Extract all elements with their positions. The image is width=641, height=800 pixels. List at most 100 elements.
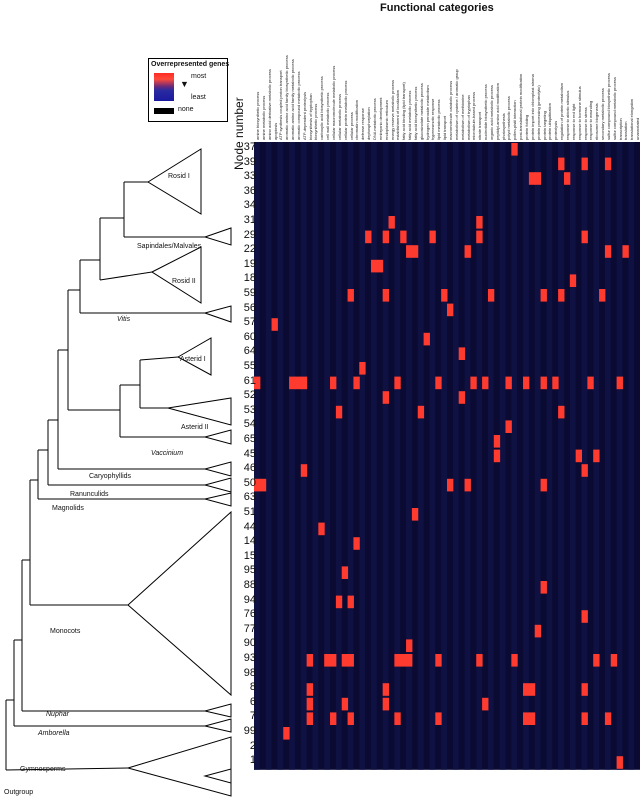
heatmap-cell bbox=[318, 522, 325, 536]
clade-label: Nuphar bbox=[46, 711, 69, 718]
node-label: 2 bbox=[249, 739, 256, 752]
chart-title: Functional categories bbox=[380, 2, 494, 14]
tree-triangle-caryophyllids bbox=[203, 461, 232, 477]
node-label: 50 bbox=[243, 476, 256, 489]
heatmap-column-band bbox=[289, 142, 295, 770]
heatmap-cell bbox=[604, 245, 612, 258]
heatmap-cell bbox=[575, 449, 583, 463]
heatmap-cell bbox=[382, 697, 390, 711]
node-label: 76 bbox=[243, 608, 256, 621]
heatmap-column-band bbox=[370, 142, 377, 770]
node-label: 63 bbox=[243, 491, 256, 504]
tree-branch bbox=[47, 419, 205, 486]
heatmap-cell bbox=[435, 376, 442, 390]
heatmap-column-band bbox=[476, 142, 483, 770]
heatmap-cell bbox=[382, 289, 390, 302]
legend-none-label: none bbox=[178, 106, 194, 113]
tree-branch bbox=[67, 289, 120, 411]
heatmap-cell bbox=[376, 259, 384, 273]
heatmap-cell bbox=[528, 683, 536, 696]
tree-triangle-asterid1 bbox=[176, 337, 212, 376]
heatmap-cell bbox=[406, 654, 413, 667]
heatmap-cell bbox=[458, 391, 466, 404]
heatmap-cell bbox=[388, 216, 395, 229]
heatmap-cell bbox=[610, 654, 618, 667]
heatmap-cell bbox=[365, 230, 372, 244]
legend-least-label: least bbox=[191, 94, 206, 101]
heatmap-cell bbox=[505, 420, 512, 433]
heatmap-cell bbox=[341, 566, 349, 579]
heatmap-column-band bbox=[394, 142, 401, 770]
heatmap-column-band bbox=[464, 142, 471, 770]
heatmap-cell bbox=[534, 172, 542, 185]
heatmap-cell bbox=[341, 654, 349, 667]
heatmap-cell bbox=[558, 289, 565, 302]
heatmap-cell bbox=[534, 624, 542, 638]
tree-triangle-amborella bbox=[204, 718, 232, 733]
heatmap-cell bbox=[347, 654, 354, 667]
heatmap-cell bbox=[447, 303, 454, 317]
tree-branch bbox=[119, 356, 205, 438]
heatmap-cell bbox=[458, 347, 466, 360]
node-label: 53 bbox=[243, 403, 256, 416]
heatmap-cell bbox=[341, 697, 349, 711]
node-label: 55 bbox=[243, 360, 256, 372]
heatmap-cell bbox=[382, 230, 390, 244]
node-label: 18 bbox=[243, 272, 256, 285]
heatmap-column-band bbox=[511, 142, 518, 770]
heatmap-cell bbox=[289, 376, 296, 390]
node-label: 46 bbox=[243, 462, 256, 475]
heatmap-cell bbox=[359, 362, 366, 375]
tree-triangle-nuphar bbox=[204, 703, 232, 718]
heatmap-cell bbox=[335, 405, 343, 419]
node-label: 98 bbox=[243, 666, 256, 679]
heatmap-cell bbox=[476, 216, 483, 229]
tree-branch bbox=[37, 449, 205, 500]
node-label: 44 bbox=[243, 520, 256, 533]
node-label: 34 bbox=[243, 199, 256, 212]
heatmap-column-band bbox=[546, 142, 553, 770]
legend: Overrepresented genes ▼ most least none bbox=[148, 58, 229, 122]
heatmap-column-band bbox=[534, 142, 541, 770]
heatmap-cell bbox=[523, 683, 530, 696]
heatmap-cell bbox=[558, 157, 565, 171]
heatmap-column-band bbox=[628, 142, 635, 770]
clade-label: Outgroup bbox=[4, 789, 34, 796]
heatmap-column-band bbox=[300, 142, 307, 770]
heatmap-cell bbox=[569, 274, 577, 287]
tree-triangle-sapindales bbox=[203, 227, 232, 246]
heatmap-cell bbox=[505, 376, 512, 390]
heatmap-cell bbox=[464, 245, 471, 258]
heatmap-column-band bbox=[277, 142, 284, 770]
node-label: 37 bbox=[243, 141, 256, 153]
heatmap-column-band bbox=[254, 142, 260, 770]
node-label: 61 bbox=[243, 374, 256, 387]
node-label: 39 bbox=[243, 155, 256, 168]
tree-triangle-rosid1 bbox=[147, 148, 202, 215]
heatmap-cell bbox=[353, 537, 360, 550]
node-label: 45 bbox=[243, 447, 256, 460]
heatmap-cell bbox=[482, 376, 489, 390]
heatmap-cell bbox=[593, 654, 600, 667]
heatmap-cell bbox=[552, 376, 559, 390]
heatmap-cell bbox=[482, 697, 489, 711]
heatmap-column-band bbox=[324, 142, 331, 770]
node-label: 1 bbox=[249, 754, 256, 767]
heatmap-cell bbox=[411, 508, 419, 521]
heatmap-cell bbox=[400, 654, 407, 667]
node-label: 7 bbox=[249, 710, 256, 723]
heatmap bbox=[254, 142, 641, 775]
heatmap-cell bbox=[406, 639, 413, 652]
heatmap-cell bbox=[511, 654, 518, 667]
heatmap-cell bbox=[254, 478, 261, 492]
heatmap-cell bbox=[382, 683, 390, 696]
clade-label: Magnolids bbox=[52, 505, 84, 512]
tree-triangle-vaccinium bbox=[203, 429, 232, 445]
tree-branch bbox=[57, 349, 205, 470]
clade-label: Monocots bbox=[50, 628, 81, 635]
heatmap-cell bbox=[493, 435, 501, 448]
heatmap-cell bbox=[599, 289, 606, 302]
node-label: 77 bbox=[243, 622, 256, 635]
node-label: 99 bbox=[243, 725, 256, 737]
heatmap-cell bbox=[347, 595, 354, 609]
